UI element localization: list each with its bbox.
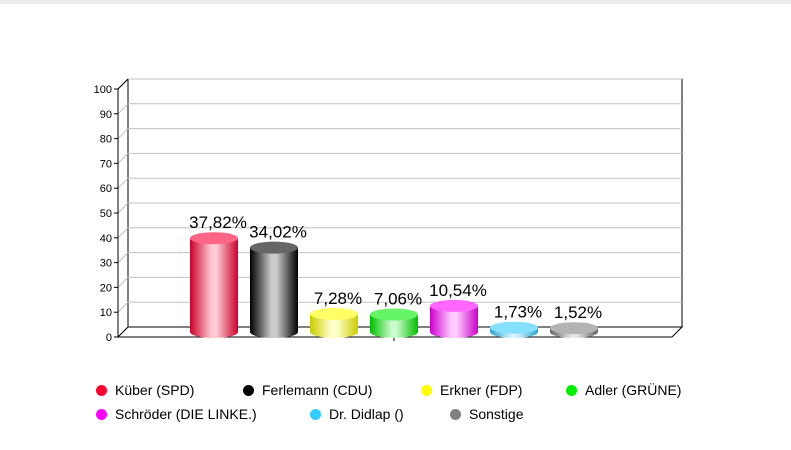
gridline-side [117,202,129,214]
y-tick-label: 30 [100,258,112,270]
y-tick-label: 40 [100,233,112,245]
legend-dot-icon [566,384,577,396]
axis-edge [117,78,129,90]
y-tick-label: 80 [100,134,112,146]
bar-1 [250,247,298,338]
y-tick-label: 100 [94,84,112,96]
bar-top-0 [190,232,238,245]
legend-label: Küber (SPD) [115,382,195,398]
bar-top-6 [550,322,598,335]
gridline-side [117,177,129,189]
legend-label: Adler (GRÜNE) [585,382,682,398]
legend-label: Ferlemann (CDU) [262,382,373,398]
bar-3 [370,314,418,338]
legend-dot-icon [96,408,107,420]
legend-dot-icon [310,408,321,420]
legend-item: Dr. Didlap () [310,406,450,422]
legend-dot-icon [450,408,461,420]
legend-item: Schröder (DIE LINKE.) [96,406,310,422]
data-label: 10,54% [429,281,487,300]
gridline-side [117,301,129,313]
legend-dot-icon [243,384,254,396]
y-tick-label: 20 [100,282,112,294]
legend-label: Sonstige [469,406,524,422]
data-label: 1,73% [494,303,542,322]
gridline-side [117,153,129,164]
y-tick-label: 60 [100,183,112,195]
gridline-side [117,128,129,139]
legend-dot-icon [96,384,107,396]
bar-top-5 [490,321,538,334]
bar-chart: 0 10 20 30 40 50 60 70 80 90 100 37,82% 34,02% 7,28% 7… [94,78,684,344]
legend-item: Adler (GRÜNE) [566,382,706,398]
data-label: 37,82% [189,213,247,232]
data-label: 1,52% [554,303,602,322]
legend-label: Erkner (FDP) [440,382,523,398]
bar-top-1 [250,241,298,254]
gridline-side [117,277,129,288]
bar-top-2 [310,307,358,320]
legend-dot-icon [421,384,432,396]
legend-label: Dr. Didlap () [329,406,404,422]
data-label: 34,02% [249,223,307,242]
gridline-side [117,227,129,239]
bar-4 [430,305,478,338]
bar-2 [310,313,358,338]
legend-item: Erkner (FDP) [421,382,566,398]
gridline-side [117,103,129,115]
y-tick-label: 90 [100,109,112,121]
top-bar [0,0,791,4]
data-label: 7,06% [374,289,422,308]
y-tick-label: 50 [100,208,112,220]
legend-item: Sonstige [450,406,550,422]
bar-top-4 [430,299,478,312]
bar-0 [190,238,238,338]
y-tick-label: 0 [106,332,112,344]
y-tick-label: 70 [100,158,112,170]
legend-item: Küber (SPD) [96,382,243,398]
bar-top-3 [370,308,418,321]
gridline-side [117,252,129,263]
legend: Küber (SPD) Ferlemann (CDU) Erkner (FDP) Ad… [96,378,706,426]
legend-item: Ferlemann (CDU) [243,382,421,398]
data-label: 7,28% [314,289,362,308]
y-tick-label: 10 [100,307,112,319]
legend-label: Schröder (DIE LINKE.) [115,406,257,422]
